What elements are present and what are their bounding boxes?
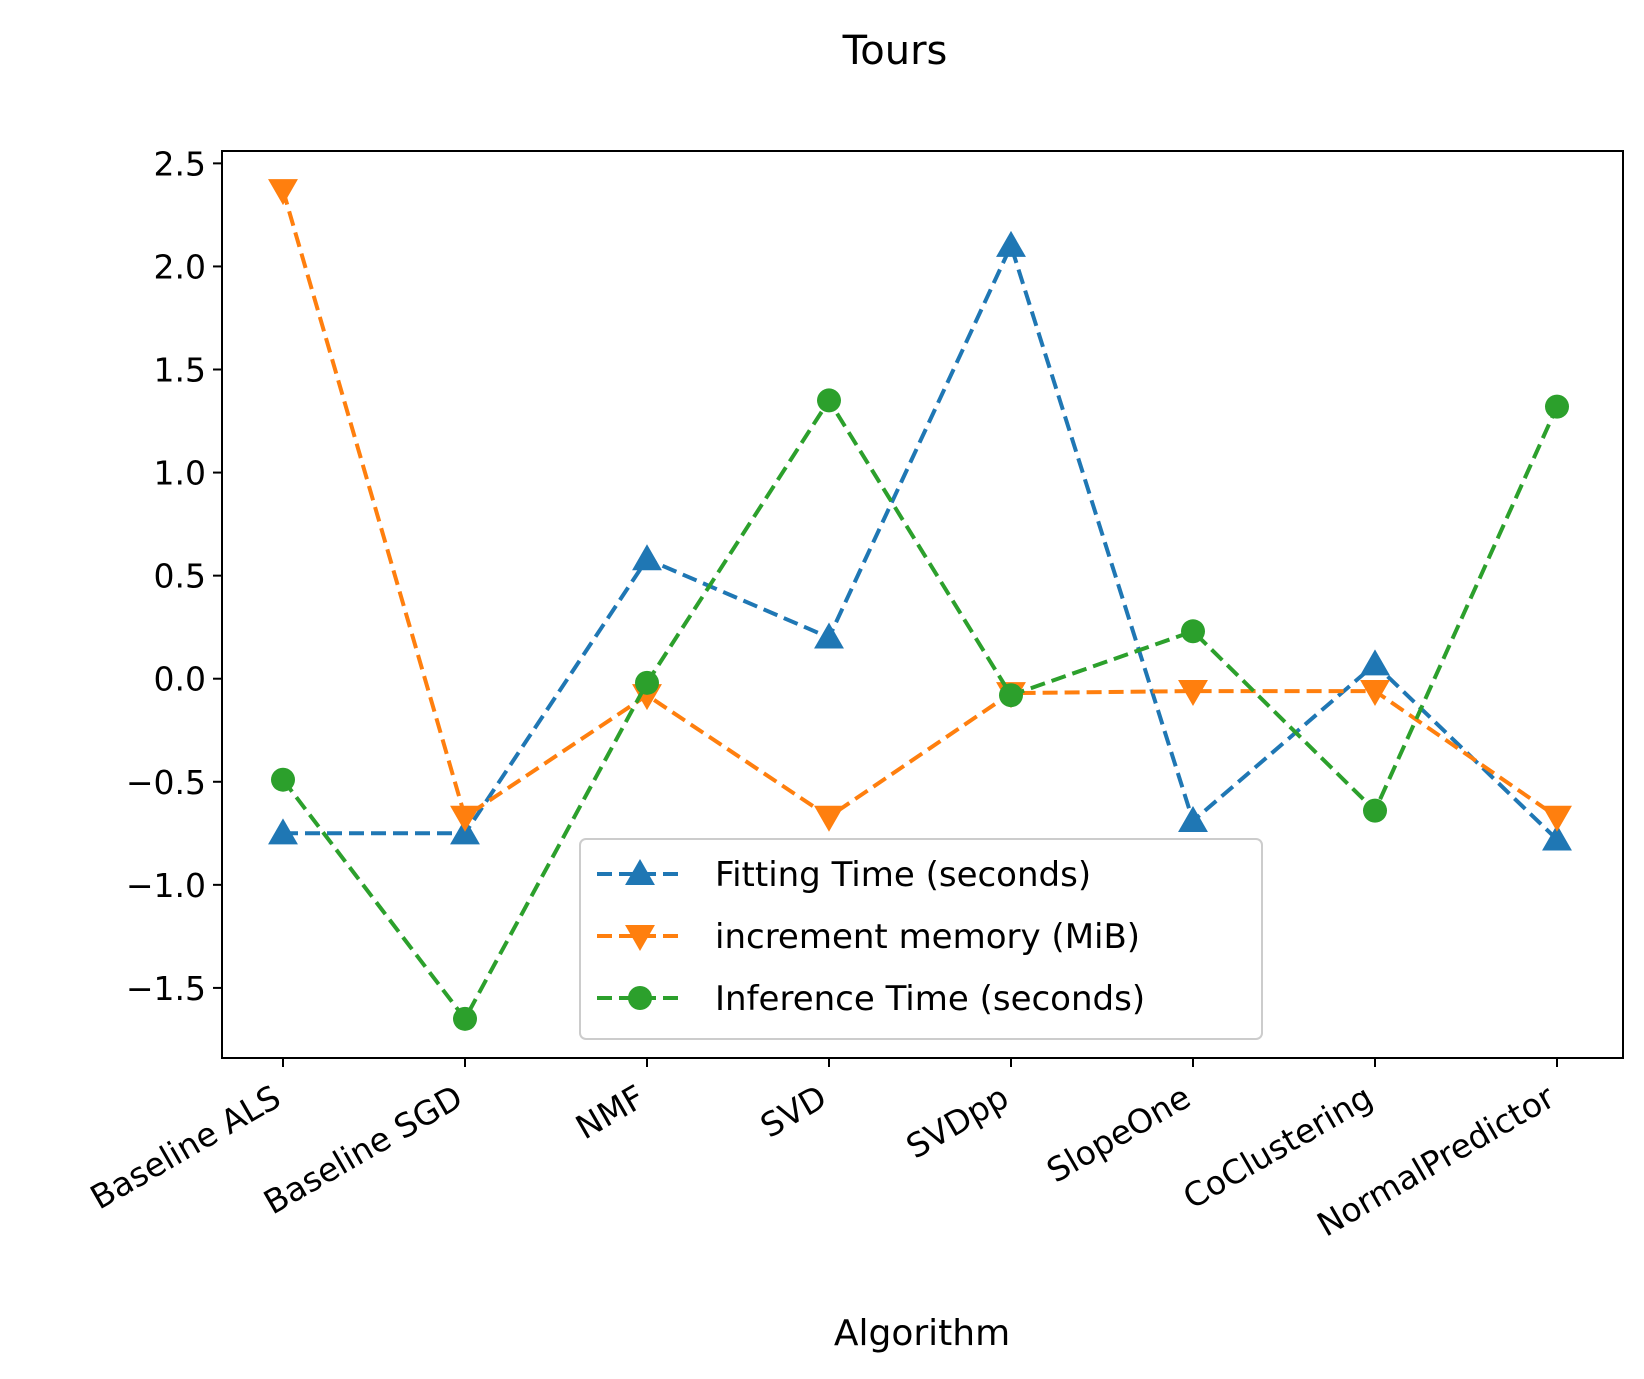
data-point [1181, 619, 1205, 644]
y-tick-label: −1.0 [126, 866, 206, 905]
data-point [1178, 680, 1208, 707]
series-1 [268, 230, 1572, 851]
data-point [996, 230, 1026, 257]
data-point [817, 388, 841, 413]
data-point [1178, 805, 1208, 832]
y-tick-label: −1.5 [126, 969, 206, 1008]
series-line [283, 240, 1559, 841]
legend-marker [625, 924, 655, 951]
legend-entry: Fitting Time (seconds) [597, 855, 1091, 895]
data-point [1360, 649, 1390, 676]
legend-entry: increment memory (MiB) [597, 917, 1140, 957]
y-tick-label: 1.5 [154, 351, 206, 390]
y-axis: 2.5 2.0 1.5 1.0 0.5 0.0 −0.5 −1.0 −1.5 [126, 144, 222, 1008]
series-3 [271, 388, 1569, 1031]
legend-entry: Inference Time (seconds) [597, 979, 1145, 1019]
legend: Fitting Time (seconds) increment memory (… [579, 838, 1263, 1040]
data-point [268, 179, 298, 206]
legend-label: Fitting Time (seconds) [715, 855, 1091, 895]
plot-frame [221, 150, 1624, 1059]
chart-title: Tours [842, 28, 948, 74]
data-point [632, 544, 662, 571]
data-point [1360, 680, 1390, 707]
y-tick-label: 0.0 [154, 660, 206, 699]
legend-box [579, 838, 1263, 1040]
legend-entries: Fitting Time (seconds) increment memory (… [597, 855, 1145, 1019]
data-point [271, 767, 295, 792]
y-tick-label: 2.0 [154, 247, 206, 286]
y-tick-label: 1.0 [154, 454, 206, 493]
y-tick-label: 2.5 [154, 144, 206, 183]
data-point [450, 805, 480, 832]
legend-marker [628, 986, 652, 1010]
x-axis-label: Algorithm [834, 1313, 1010, 1354]
data-point [814, 805, 844, 832]
y-tick-label: 0.5 [154, 557, 206, 596]
legend-marker [625, 859, 655, 886]
data-point [999, 683, 1023, 708]
data-point [268, 818, 298, 845]
data-point [453, 1006, 477, 1031]
data-point [635, 670, 659, 695]
y-tick-label: −0.5 [126, 763, 206, 802]
legend-label: Inference Time (seconds) [715, 979, 1145, 1019]
series-layer [268, 179, 1572, 1031]
data-point [1542, 805, 1572, 832]
series-line [281, 189, 1559, 821]
series-line [281, 396, 1559, 1023]
data-point [814, 622, 844, 649]
legend-label: increment memory (MiB) [715, 917, 1140, 957]
data-point [1545, 394, 1569, 419]
data-point [1542, 824, 1572, 851]
data-point [1363, 798, 1387, 823]
